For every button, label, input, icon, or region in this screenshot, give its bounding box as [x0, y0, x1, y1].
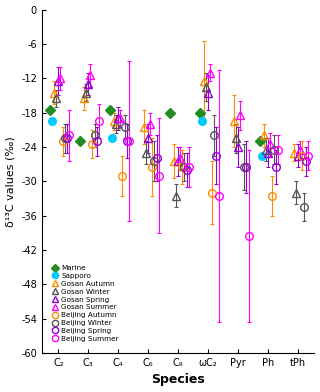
- X-axis label: Species: Species: [151, 374, 205, 387]
- Legend: Marine, Sapporo, Gosan Autumn, Gosan Winter, Gosan Spring, Gosan Summer, Beijing: Marine, Sapporo, Gosan Autumn, Gosan Win…: [51, 264, 119, 343]
- Y-axis label: δ¹³C values (‰): δ¹³C values (‰): [5, 136, 16, 227]
